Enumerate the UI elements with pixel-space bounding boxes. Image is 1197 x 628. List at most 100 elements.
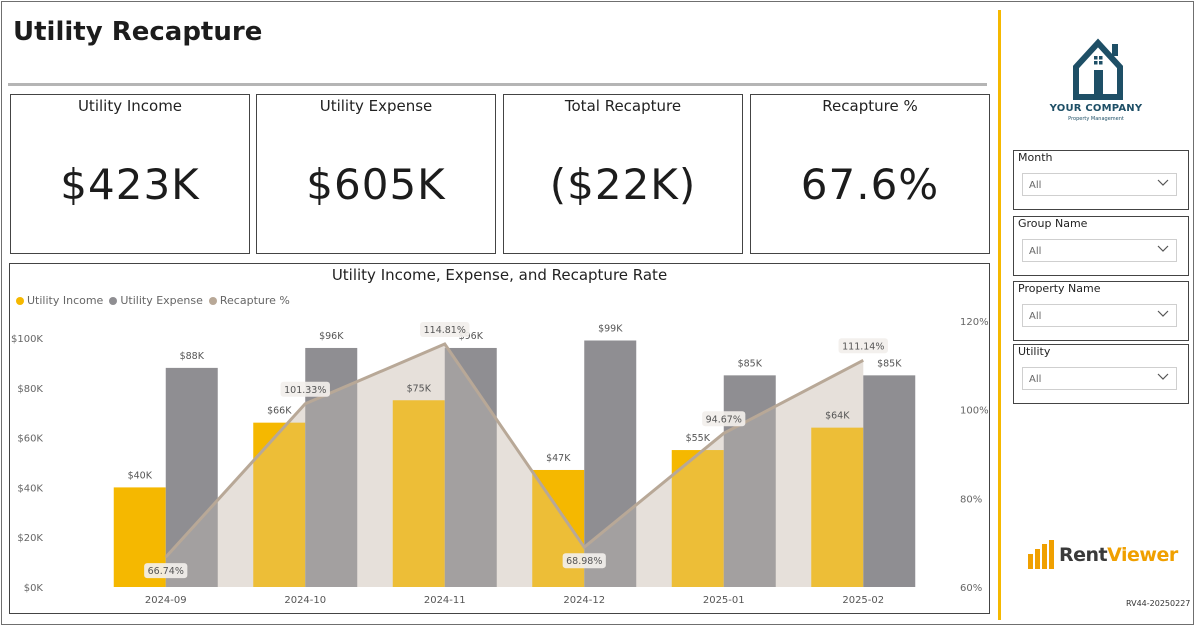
recapture-label-box xyxy=(562,553,606,569)
utility-slicer: Utility All xyxy=(1013,344,1189,404)
y-axis-left-tick: $80K xyxy=(17,384,43,395)
bar-label-expense: $85K xyxy=(877,358,902,369)
kpi-label: Total Recapture xyxy=(564,97,682,115)
slicer-label: Group Name xyxy=(1018,217,1088,230)
slicer-label: Utility xyxy=(1018,345,1051,358)
slicer-label: Property Name xyxy=(1018,282,1101,295)
kpi-card-total-recapture[interactable]: Total Recapture ($22K) xyxy=(503,94,743,254)
page-title: Utility Recapture xyxy=(13,17,263,47)
version-label: RV44-20250227 xyxy=(1126,599,1191,608)
x-axis-tick: 2024-11 xyxy=(424,595,466,606)
recapture-line xyxy=(164,342,864,559)
slicer-value: All xyxy=(1029,374,1042,385)
bar-label-expense: $88K xyxy=(180,351,205,362)
legend-label: Utility Income xyxy=(27,294,104,307)
recapture-label: 66.74% xyxy=(148,566,184,577)
group-name-dropdown[interactable]: All xyxy=(1022,239,1177,262)
kpi-value: $423K xyxy=(60,160,200,209)
bar-label-income: $40K xyxy=(128,470,153,481)
chart-title: Utility Income, Expense, and Recapture R… xyxy=(331,266,668,284)
chart-legend: Utility Income Utility Expense Recapture… xyxy=(16,294,290,307)
title-divider xyxy=(8,83,987,86)
kpi-card-recapture-percent[interactable]: Recapture % 67.6% xyxy=(750,94,990,254)
slicer-value: All xyxy=(1029,311,1042,322)
kpi-label: Utility Expense xyxy=(319,97,433,115)
y-axis-left-tick: $40K xyxy=(17,483,43,494)
bar-label-expense: $99K xyxy=(598,323,623,334)
bar-label-expense: $85K xyxy=(738,358,763,369)
legend-label: Utility Expense xyxy=(120,294,203,307)
bar-utility-income xyxy=(811,427,864,587)
bar-label-income: $64K xyxy=(825,411,850,422)
legend-dot xyxy=(16,296,24,305)
bar-label-income: $47K xyxy=(546,453,571,464)
recapture-label: 94.67% xyxy=(706,414,742,425)
chart-plot: $0K $20K $40K $60K $80K $100K 60% 80% 100% 120% $4… xyxy=(11,317,989,606)
bar-label-income: $66K xyxy=(267,406,292,417)
recapture-label: 114.81% xyxy=(424,325,466,336)
kpi-card-utility-expense[interactable]: Utility Expense $605K xyxy=(256,94,496,254)
y-axis-left-tick: $60K xyxy=(17,434,43,445)
property-name-dropdown[interactable]: All xyxy=(1022,304,1177,327)
y-axis-right-tick: 120% xyxy=(960,317,989,328)
slicer-value: All xyxy=(1029,180,1042,191)
rentviewer-wordmark: RentViewer xyxy=(1059,544,1178,566)
recapture-label-box xyxy=(144,563,188,579)
kpi-value: $605K xyxy=(306,160,446,209)
kpi-value: ($22K) xyxy=(549,160,697,209)
kpi-label: Utility Income xyxy=(77,97,183,115)
legend-dot xyxy=(208,296,217,305)
legend-item-income[interactable]: Utility Income xyxy=(16,294,103,307)
y-axis-right-tick: 60% xyxy=(960,583,982,594)
x-axis-tick: 2024-09 xyxy=(145,595,187,606)
recapture-label-box xyxy=(420,322,470,338)
kpi-label: Recapture % xyxy=(822,97,918,115)
bar-chart-logo-icon xyxy=(1028,540,1054,569)
chevron-down-icon xyxy=(1157,373,1169,380)
y-axis-left-tick: $100K xyxy=(11,334,43,345)
recapture-label-box xyxy=(838,338,888,354)
bar-utility-income xyxy=(671,450,724,587)
x-axis-tick: 2024-12 xyxy=(563,595,605,606)
bar-utility-expense xyxy=(584,340,637,587)
recapture-label: 68.98% xyxy=(566,556,602,567)
recapture-area-overlay xyxy=(165,344,864,587)
wordmark-part-rent: Rent xyxy=(1059,544,1108,566)
combo-chart[interactable]: Utility Income, Expense, and Recapture R… xyxy=(9,263,990,614)
bar-utility-expense xyxy=(444,347,497,587)
property-name-slicer: Property Name All xyxy=(1013,281,1189,341)
chevron-down-icon xyxy=(1157,179,1169,186)
company-name: YOUR COMPANY xyxy=(1049,103,1143,114)
recapture-label: 111.14% xyxy=(842,341,884,352)
legend-dot xyxy=(109,296,118,305)
legend-item-expense[interactable]: Utility Expense xyxy=(109,294,203,307)
bar-utility-expense xyxy=(165,367,218,587)
utility-dropdown[interactable]: All xyxy=(1022,367,1177,390)
month-dropdown[interactable]: All xyxy=(1022,173,1177,196)
y-axis-right-tick: 100% xyxy=(960,406,989,417)
bar-utility-expense xyxy=(863,375,916,587)
y-axis-left-tick: $20K xyxy=(17,533,43,544)
recapture-label-box xyxy=(702,411,746,427)
recapture-label-box xyxy=(280,381,330,397)
recapture-label: 101.33% xyxy=(284,385,326,396)
sidebar-divider xyxy=(998,10,1001,620)
y-axis-left-tick: $0K xyxy=(24,583,44,594)
bar-label-income: $75K xyxy=(407,383,432,394)
x-axis-tick: 2024-10 xyxy=(284,595,326,606)
slicer-label: Month xyxy=(1018,151,1053,164)
bar-utility-income xyxy=(392,400,445,587)
kpi-value: 67.6% xyxy=(800,160,940,209)
group-name-slicer: Group Name All xyxy=(1013,216,1189,276)
legend-item-recapture[interactable]: Recapture % xyxy=(208,294,290,307)
rentviewer-logo: RentViewer xyxy=(1027,540,1178,570)
wordmark-part-viewer: Viewer xyxy=(1107,544,1178,566)
month-slicer: Month All xyxy=(1013,150,1189,210)
kpi-card-utility-income[interactable]: Utility Income $423K xyxy=(10,94,250,254)
x-axis-tick: 2025-02 xyxy=(842,595,884,606)
chevron-down-icon xyxy=(1157,245,1169,252)
bar-label-expense: $96K xyxy=(459,331,484,342)
bar-label-income: $55K xyxy=(686,433,711,444)
bar-label-expense: $96K xyxy=(319,331,344,342)
